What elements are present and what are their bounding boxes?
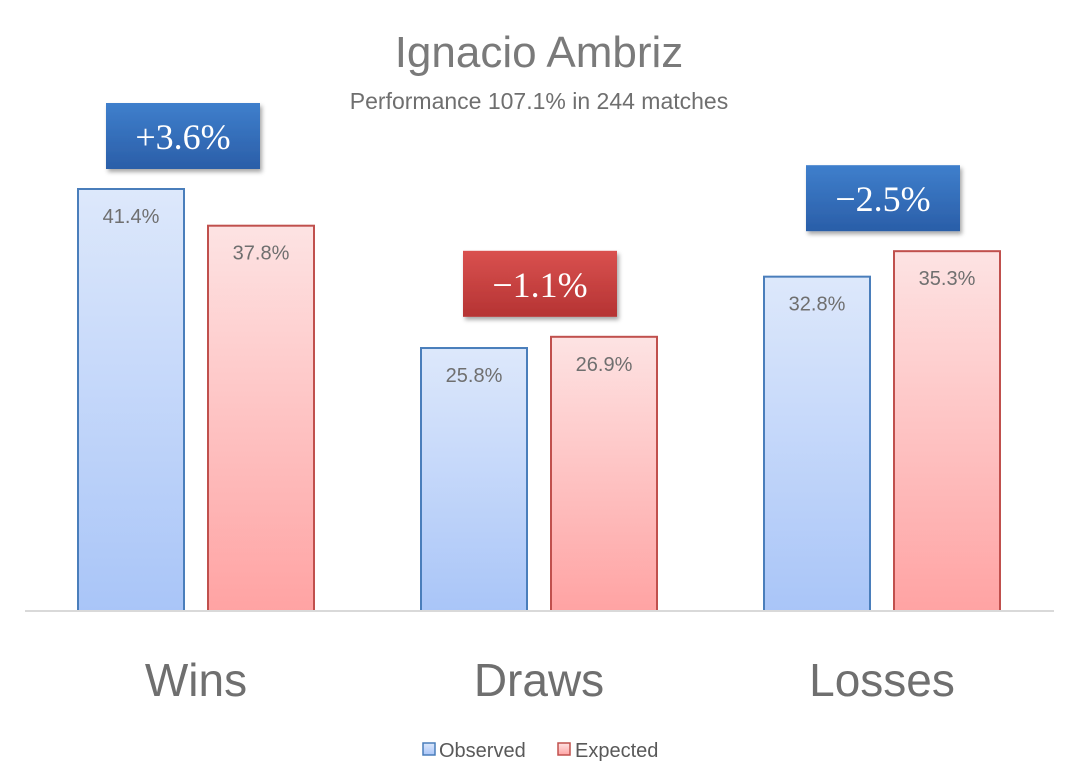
difference-label-wins: +3.6% (135, 117, 230, 157)
legend-swatch-observed (422, 742, 436, 756)
value-label-observed-losses: 32.8% (789, 294, 846, 316)
legend-swatch-expected (557, 742, 571, 756)
bar-expected-wins (207, 224, 315, 612)
difference-badge-draws (463, 250, 617, 317)
difference-badge-losses (806, 165, 960, 232)
difference-badges: +3.6% −1.1% −2.5% (106, 103, 960, 317)
chart-title: Ignacio Ambriz (395, 28, 684, 77)
legend-label-observed: Observed (439, 740, 526, 762)
bar-observed-draws (420, 347, 528, 612)
difference-label-draws: −1.1% (492, 265, 587, 305)
category-labels: Wins Draws Losses (145, 654, 955, 706)
legend-label-expected: Expected (575, 740, 658, 762)
value-label-observed-draws: 25.8% (446, 365, 503, 387)
bar-expected-losses (893, 250, 1001, 612)
category-label-losses: Losses (809, 654, 955, 706)
bar-observed-losses (763, 275, 871, 612)
value-label-expected-draws: 26.9% (576, 354, 633, 376)
bar-observed-wins (77, 188, 185, 612)
bar-expected-draws (550, 335, 658, 612)
value-label-expected-losses: 35.3% (919, 268, 976, 290)
legend: Observed Expected (422, 740, 658, 762)
chart-subtitle: Performance 107.1% in 244 matches (350, 88, 728, 114)
value-label-observed-wins: 41.4% (103, 206, 160, 228)
category-label-draws: Draws (474, 654, 604, 706)
difference-label-losses: −2.5% (835, 179, 930, 219)
bars-group: 41.4% 37.8% 25.8% 26.9% 32.8% 35.3% (77, 188, 1001, 612)
value-label-expected-wins: 37.8% (233, 243, 290, 265)
category-label-wins: Wins (145, 654, 247, 706)
difference-badge-wins (106, 103, 260, 169)
